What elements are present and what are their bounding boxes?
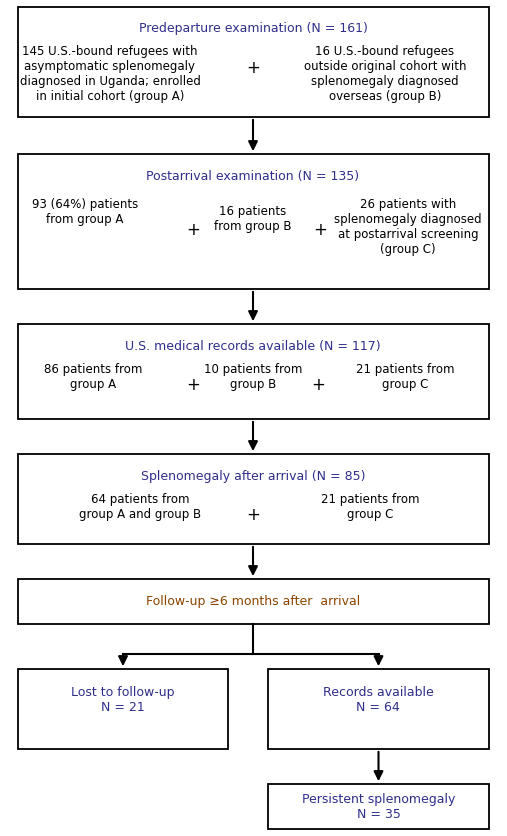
Text: Records available
N = 64: Records available N = 64 <box>322 686 433 713</box>
Text: +: + <box>186 375 200 394</box>
Bar <box>18 155 489 289</box>
Text: 21 patients from
group C: 21 patients from group C <box>321 492 419 520</box>
Text: Postarrival examination (N = 135): Postarrival examination (N = 135) <box>147 170 359 183</box>
Text: Lost to follow-up
N = 21: Lost to follow-up N = 21 <box>71 686 175 713</box>
Bar <box>18 8 489 118</box>
Text: 21 patients from
group C: 21 patients from group C <box>356 363 454 390</box>
Bar <box>268 784 489 829</box>
Text: 145 U.S.-bound refugees with
asymptomatic splenomegaly
diagnosed in Uganda; enro: 145 U.S.-bound refugees with asymptomati… <box>20 45 200 103</box>
Text: +: + <box>186 221 200 239</box>
Text: Splenomegaly after arrival (N = 85): Splenomegaly after arrival (N = 85) <box>141 470 365 482</box>
Text: +: + <box>311 375 325 394</box>
Text: 16 patients
from group B: 16 patients from group B <box>214 205 292 232</box>
Text: 10 patients from
group B: 10 patients from group B <box>204 363 302 390</box>
Bar <box>18 324 489 420</box>
Text: Persistent splenomegaly
N = 35: Persistent splenomegaly N = 35 <box>302 792 455 820</box>
Text: 16 U.S.-bound refugees
outside original cohort with
splenomegaly diagnosed
overs: 16 U.S.-bound refugees outside original … <box>304 45 466 103</box>
Text: U.S. medical records available (N = 117): U.S. medical records available (N = 117) <box>125 339 381 353</box>
Text: 64 patients from
group A and group B: 64 patients from group A and group B <box>79 492 201 520</box>
Bar <box>18 455 489 544</box>
Text: 86 patients from
group A: 86 patients from group A <box>44 363 142 390</box>
Bar <box>268 669 489 749</box>
Bar <box>18 579 489 624</box>
Text: Predeparture examination (N = 161): Predeparture examination (N = 161) <box>138 22 368 35</box>
Text: 93 (64%) patients
from group A: 93 (64%) patients from group A <box>32 198 138 226</box>
Bar <box>18 669 228 749</box>
Text: +: + <box>313 221 327 239</box>
Text: Follow-up ≥6 months after  arrival: Follow-up ≥6 months after arrival <box>146 594 360 607</box>
Text: +: + <box>246 59 260 77</box>
Text: 26 patients with
splenomegaly diagnosed
at postarrival screening
(group C): 26 patients with splenomegaly diagnosed … <box>334 198 482 256</box>
Text: +: + <box>246 506 260 523</box>
